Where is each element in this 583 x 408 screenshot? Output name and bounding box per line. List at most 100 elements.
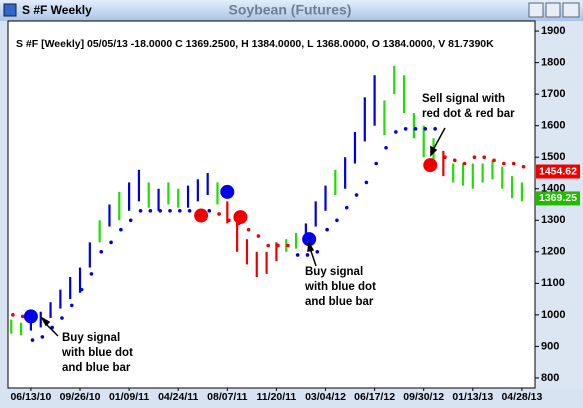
y-tick-label: 1000 [541, 309, 565, 321]
stop-dot [364, 180, 369, 185]
stop-dot [511, 161, 516, 166]
stop-dot [394, 130, 398, 134]
annotation: with blue dot [304, 281, 376, 293]
y-tick-label: 900 [541, 340, 559, 352]
stop-dot [521, 164, 526, 169]
y-tick-label: 1200 [541, 246, 565, 258]
stop-dot [60, 316, 64, 320]
stop-dot [178, 209, 182, 213]
x-tick-label: 01/09/11 [109, 391, 149, 403]
annotation: Buy signal [62, 332, 120, 344]
y-tick-label: 1500 [541, 151, 565, 163]
stop-dot [246, 227, 251, 232]
stop-dot [99, 249, 104, 254]
x-tick-label: 03/04/12 [305, 391, 346, 403]
stop-dot [276, 243, 280, 248]
plot-area [7, 20, 536, 389]
stop-dot [403, 127, 408, 131]
close-button[interactable] [562, 2, 580, 18]
stop-dot [295, 253, 300, 257]
x-tick-label: 06/17/12 [354, 391, 395, 403]
stop-dot [354, 193, 359, 197]
stop-dot [148, 209, 153, 213]
stop-dot [40, 335, 45, 339]
window-button[interactable] [528, 2, 544, 18]
stop-dot [452, 158, 457, 163]
stop-dot [492, 158, 496, 163]
price-label-box [536, 191, 580, 206]
stop-dot [158, 209, 162, 213]
stop-dot [315, 249, 320, 254]
stop-dot [325, 227, 329, 232]
stop-dot [413, 127, 418, 131]
annotation: with blue dot [61, 347, 133, 359]
annotation-arrow [432, 127, 446, 151]
arrow-head [430, 145, 438, 157]
arrow-head [39, 315, 51, 327]
chart-title: Soybean (Futures) [229, 2, 352, 18]
signal-dot [220, 184, 235, 199]
stop-dot [227, 218, 231, 223]
x-tick-label: 09/26/10 [60, 391, 101, 403]
stop-dot [30, 338, 35, 342]
y-tick-label: 800 [541, 372, 559, 384]
signal-dot [302, 232, 317, 247]
window-title: S #F Weekly [22, 3, 92, 17]
annotation: red dot & red bar [422, 108, 515, 120]
signal-dot [233, 210, 248, 225]
stop-dot [482, 155, 487, 160]
stop-dot [69, 303, 74, 308]
y-tick-label: 1800 [541, 57, 565, 69]
stop-dot [374, 161, 379, 166]
signal-dot [194, 208, 209, 223]
stop-dot [502, 161, 506, 166]
stop-dot [11, 313, 15, 317]
stop-dot [256, 234, 261, 238]
price-label: 1454.62 [539, 165, 577, 177]
arrow-head [307, 240, 315, 252]
x-tick-label: 06/13/10 [10, 391, 51, 403]
stop-dot [138, 209, 143, 213]
stop-dot [472, 155, 477, 160]
stop-dot [335, 218, 339, 223]
stop-dot [286, 243, 290, 248]
stop-dot [119, 227, 123, 232]
info-line: S #F [Weekly] 05/05/13 -18.0000 C 1369.2… [16, 38, 494, 50]
stop-dot [266, 243, 270, 248]
x-tick-label: 11/20/11 [257, 391, 297, 403]
stop-dot [128, 218, 133, 223]
stop-dot [20, 314, 25, 319]
x-tick-label: 08/07/11 [207, 391, 247, 403]
y-tick-label: 1900 [541, 25, 565, 37]
signal-dot [23, 309, 38, 324]
x-tick-label: 04/28/13 [501, 391, 542, 403]
x-tick-label: 09/30/12 [403, 391, 444, 403]
signal-dot [423, 158, 438, 173]
x-tick-label: 04/24/11 [158, 391, 198, 403]
stop-dot [423, 127, 428, 131]
stop-dot [79, 287, 84, 292]
stop-dot [443, 155, 447, 160]
stop-dot [168, 209, 172, 213]
stop-dot [109, 240, 113, 245]
y-tick-label: 1700 [541, 88, 565, 100]
price-label: 1369.25 [539, 192, 577, 204]
window-button[interactable] [545, 2, 561, 18]
annotation: Buy signal [305, 266, 363, 278]
y-tick-label: 1100 [541, 277, 565, 289]
x-tick-label: 01/13/13 [452, 391, 493, 403]
annotation: Sell signal with [422, 93, 505, 105]
stop-dot [217, 212, 221, 216]
stop-dot [207, 209, 212, 213]
annotation: and blue bar [305, 296, 374, 308]
stop-dot [344, 205, 349, 210]
stop-dot [462, 161, 467, 166]
title-bar [0, 0, 583, 21]
stop-dot [433, 127, 437, 131]
price-label-box [536, 164, 580, 179]
window-icon [3, 3, 17, 17]
annotation: and blue bar [62, 362, 131, 374]
stop-dot [187, 209, 192, 213]
y-tick-label: 1600 [541, 120, 565, 132]
